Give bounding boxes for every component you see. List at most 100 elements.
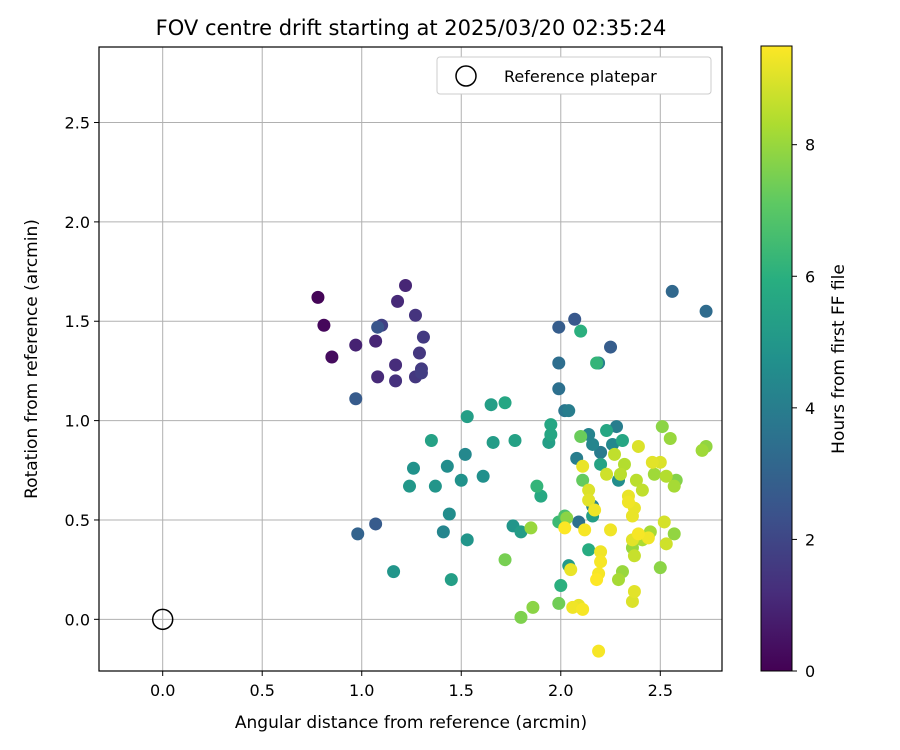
data-point [594, 457, 608, 471]
colorbar-tick-label: 2 [805, 530, 815, 549]
data-point [588, 503, 602, 517]
data-point [416, 330, 430, 344]
data-point [629, 473, 643, 487]
data-point [566, 600, 580, 614]
y-axis-label: Rotation from reference (arcmin) [22, 219, 42, 499]
data-point [617, 457, 631, 471]
data-point [406, 461, 420, 475]
data-point [391, 294, 405, 308]
data-point [552, 382, 566, 396]
data-point [544, 428, 558, 442]
data-point [615, 433, 629, 447]
data-point [349, 338, 363, 352]
data-point [594, 445, 608, 459]
colorbar-tick-label: 8 [805, 136, 815, 155]
plot-frame [98, 46, 723, 672]
data-point [665, 284, 679, 298]
data-point [371, 320, 385, 334]
data-point [534, 489, 548, 503]
data-point [325, 350, 339, 364]
data-point [604, 523, 618, 537]
data-point [625, 594, 639, 608]
data-point [594, 545, 608, 559]
data-point [389, 358, 403, 372]
data-point [611, 573, 625, 587]
x-tick-label: 2.5 [648, 681, 673, 700]
data-point [655, 420, 669, 434]
data-point [436, 525, 450, 539]
data-point [476, 469, 490, 483]
data-point [663, 431, 677, 445]
colorbar-ticks: 0 2 4 6 8 [792, 136, 815, 681]
data-point [508, 433, 522, 447]
data-point [399, 278, 413, 292]
y-tick-label: 2.5 [65, 114, 90, 133]
data-point [631, 527, 645, 541]
x-tick-label: 1.5 [449, 681, 474, 700]
data-point [369, 517, 383, 531]
data-point [582, 543, 596, 557]
data-point [311, 290, 325, 304]
data-point [460, 533, 474, 547]
colorbar-tick-label: 6 [805, 267, 815, 286]
data-point [498, 396, 512, 410]
data-point [454, 473, 468, 487]
colorbar-tick-label: 0 [805, 662, 815, 681]
data-point [574, 430, 588, 444]
data-points [311, 278, 713, 658]
data-point [424, 433, 438, 447]
data-point [667, 479, 681, 493]
legend-box [436, 56, 712, 95]
x-tick-label: 1.0 [349, 681, 374, 700]
data-point [564, 563, 578, 577]
data-point [590, 356, 604, 370]
data-point [613, 467, 627, 481]
data-point [699, 304, 713, 318]
data-point [408, 308, 422, 322]
data-point [552, 356, 566, 370]
data-point [592, 644, 606, 658]
y-tick-label: 1.0 [65, 412, 90, 431]
data-point [667, 527, 681, 541]
y-tick-label: 0.0 [65, 610, 90, 629]
data-point [576, 473, 590, 487]
data-point [641, 531, 655, 545]
data-point [440, 459, 454, 473]
data-point [369, 334, 383, 348]
data-point [695, 443, 709, 457]
data-point [645, 455, 659, 469]
data-point [578, 523, 592, 537]
data-point [530, 479, 544, 493]
data-point [444, 573, 458, 587]
x-axis-ticks: 0.0 0.5 1.0 1.5 2.0 2.5 [150, 671, 673, 700]
y-tick-label: 0.5 [65, 511, 90, 530]
colorbar-gradient [760, 45, 793, 672]
x-tick-label: 0.5 [249, 681, 274, 700]
colorbar: 0 2 4 6 8 Hours from first FF file [760, 45, 849, 681]
data-point [604, 340, 618, 354]
data-point [544, 418, 558, 432]
data-point [349, 392, 363, 406]
data-point [659, 537, 673, 551]
data-point [317, 318, 331, 332]
data-point [387, 565, 401, 579]
plot-area [98, 46, 723, 672]
data-point [562, 404, 576, 418]
reference-marker [151, 608, 174, 631]
data-point [458, 447, 472, 461]
data-point [514, 610, 528, 624]
colorbar-tick-label: 4 [805, 399, 815, 418]
data-point [554, 579, 568, 593]
data-point [586, 437, 600, 451]
data-point [526, 600, 540, 614]
data-point [647, 467, 661, 481]
y-axis-ticks: 0.0 0.5 1.0 1.5 2.0 2.5 [65, 114, 99, 629]
data-point [635, 483, 649, 497]
y-tick-label: 1.5 [65, 312, 90, 331]
data-point [576, 459, 590, 473]
data-point [594, 555, 608, 569]
plot-background [99, 47, 722, 671]
data-point [608, 447, 622, 461]
chart-title: FOV centre drift starting at 2025/03/20 … [156, 16, 667, 40]
data-point [371, 370, 385, 384]
